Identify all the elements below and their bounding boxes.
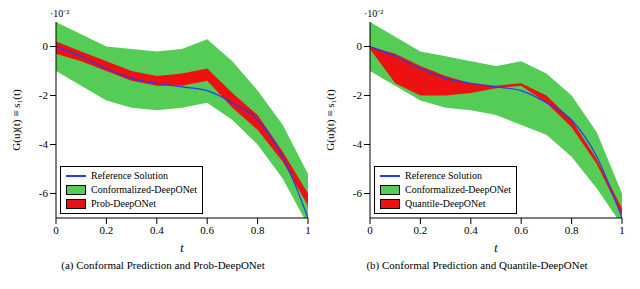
- svg-text:1: 1: [619, 224, 625, 236]
- svg-text:-6: -6: [353, 187, 363, 199]
- svg-text:G(u)(t) ≡ s₁(t): G(u)(t) ≡ s₁(t): [324, 89, 337, 151]
- html-text:(a) Conformal Prediction and P: (a) Conformal Prediction and Prob-DeepON…: [61, 259, 265, 271]
- html-text:Reference Solution: Reference Solution: [91, 170, 168, 181]
- svg-text:0.4: 0.4: [150, 224, 164, 236]
- svg-text:-2: -2: [39, 89, 48, 101]
- html-text:Conformalized-DeepONet: Conformalized-DeepONet: [405, 184, 512, 195]
- html-text:Prob-DeepONet: Prob-DeepONet: [91, 198, 156, 209]
- svg-text:0: 0: [367, 224, 373, 236]
- svg-text:0.8: 0.8: [565, 224, 579, 236]
- svg-text:1: 1: [305, 224, 311, 236]
- svg-text:t: t: [494, 241, 498, 255]
- svg-text:0.6: 0.6: [514, 224, 528, 236]
- html-text:·10⁻²: ·10⁻²: [50, 8, 70, 19]
- svg-text:0: 0: [53, 224, 59, 236]
- svg-text:0: 0: [43, 40, 49, 52]
- svg-text:0: 0: [357, 40, 363, 52]
- svg-text:0.2: 0.2: [414, 224, 428, 236]
- html-text:Quantile-DeepONet: Quantile-DeepONet: [405, 198, 486, 209]
- html-text:Conformalized-DeepONet: Conformalized-DeepONet: [91, 184, 198, 195]
- svg-text:-6: -6: [39, 187, 49, 199]
- html-text:·10⁻²: ·10⁻²: [364, 8, 384, 19]
- svg-text:G(u)(t) ≡ s₁(t): G(u)(t) ≡ s₁(t): [10, 89, 23, 151]
- svg-text:0.8: 0.8: [251, 224, 265, 236]
- svg-text:0.2: 0.2: [100, 224, 114, 236]
- svg-text:0.6: 0.6: [200, 224, 214, 236]
- svg-text:-4: -4: [353, 138, 363, 150]
- svg-text:-4: -4: [39, 138, 49, 150]
- svg-text:0.4: 0.4: [464, 224, 478, 236]
- html-text:(b) Conformal Prediction and Q: (b) Conformal Prediction and Quantile-De…: [366, 259, 588, 271]
- svg-text:t: t: [180, 241, 184, 255]
- svg-text:-2: -2: [353, 89, 362, 101]
- html-text:Reference Solution: Reference Solution: [405, 170, 482, 181]
